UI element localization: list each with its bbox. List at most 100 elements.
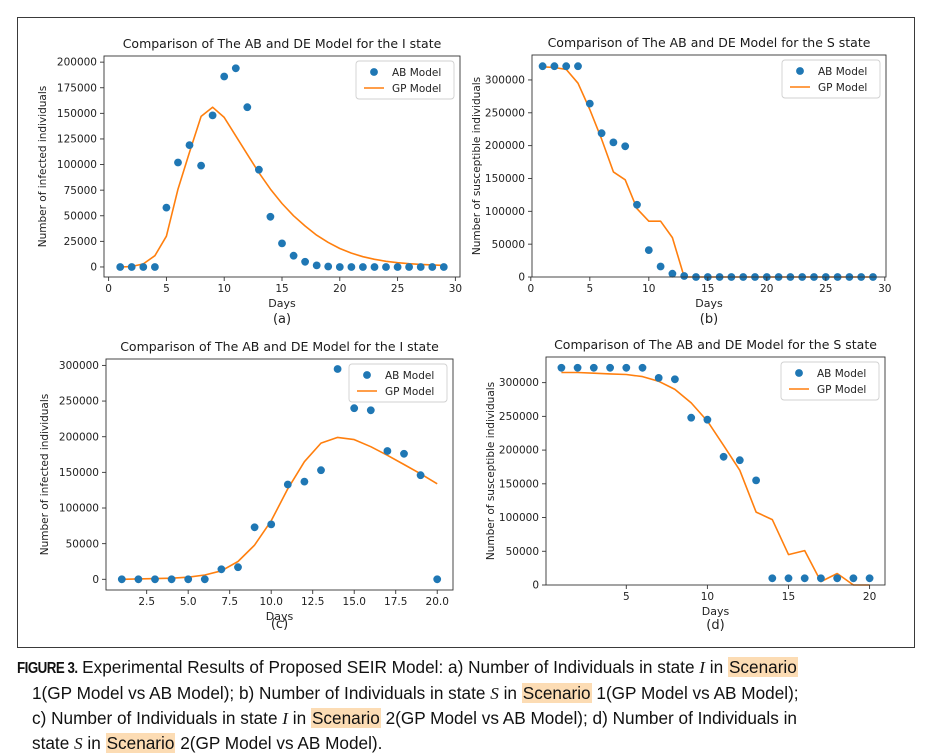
data-point-ab-model: [671, 375, 679, 384]
y-tick-label: 100000: [485, 206, 525, 218]
data-point-ab-model: [703, 415, 712, 424]
data-point-ab-model: [243, 103, 252, 112]
y-tick-label: 200000: [485, 140, 525, 152]
y-tick-label: 150000: [57, 108, 97, 120]
chart-panel-b: Comparison of The AB and DE Model for th…: [471, 35, 892, 327]
x-tick-label: 25: [819, 283, 832, 295]
x-tick-label: 17.5: [384, 596, 407, 608]
data-point-ab-model: [174, 158, 182, 167]
y-tick-label: 200000: [499, 445, 539, 457]
data-point-ab-model: [127, 263, 136, 271]
caption-text: Experimental Results of Proposed SEIR Mo…: [77, 657, 700, 677]
caption-text: 2(GP Model vs AB Model).: [175, 733, 383, 753]
data-point-ab-model: [231, 64, 240, 73]
data-point-ab-model: [317, 466, 325, 475]
series-line-gp-model: [121, 436, 438, 581]
legend-label-gp-model: GP Model: [385, 386, 434, 398]
data-point-ab-model: [574, 62, 582, 71]
x-tick-label: 5: [623, 591, 630, 603]
x-tick-label: 5: [163, 283, 170, 295]
x-tick-label: 12.5: [301, 596, 324, 608]
x-tick-label: 15: [782, 591, 795, 603]
caption-text: in: [498, 683, 522, 703]
y-tick-label: 50000: [66, 538, 99, 550]
data-point-ab-model: [573, 363, 582, 372]
y-tick-label: 0: [532, 580, 539, 592]
data-point-ab-model: [267, 520, 276, 529]
caption-lead: FIGURE 3.: [17, 660, 78, 677]
chart-title: Comparison of The AB and DE Model for th…: [548, 35, 871, 50]
x-tick-label: 10.0: [260, 596, 283, 608]
legend-label-gp-model: GP Model: [817, 384, 866, 396]
data-point-ab-model: [234, 563, 242, 572]
data-point-ab-model: [680, 272, 689, 280]
data-point-ab-model: [217, 565, 226, 574]
data-point-ab-model: [220, 72, 229, 81]
chart-panel-d: Comparison of The AB and DE Model for th…: [485, 337, 886, 633]
panel-label: (b): [700, 312, 718, 327]
y-tick-label: 75000: [64, 185, 97, 197]
data-point-ab-model: [250, 523, 259, 532]
legend-label-gp-model: GP Model: [392, 83, 441, 95]
chart-legend: AB Model GP Model: [781, 59, 881, 99]
data-point-ab-model: [184, 575, 193, 584]
legend-marker-ab-model: [370, 68, 378, 76]
panel-label: (a): [273, 312, 291, 327]
data-point-ab-model: [735, 456, 744, 465]
y-tick-label: 300000: [499, 377, 539, 389]
legend-label-ab-model: AB Model: [385, 370, 434, 382]
y-axis-label: Number of susceptible individuals: [485, 382, 497, 560]
y-tick-label: 50000: [64, 210, 97, 222]
data-point-ab-model: [350, 404, 359, 413]
legend-marker-ab-model: [363, 371, 371, 379]
x-tick-label: 30: [449, 283, 462, 295]
data-point-ab-model: [439, 263, 448, 271]
data-point-ab-model: [638, 363, 647, 372]
data-point-ab-model: [621, 142, 630, 151]
chart-legend: AB Model GP Model: [348, 363, 448, 403]
x-tick-label: 0: [527, 283, 534, 295]
y-tick-label: 300000: [485, 75, 525, 87]
caption-text: 1(GP Model vs AB Model);: [591, 683, 799, 703]
data-point-ab-model: [134, 575, 143, 584]
panel-label: (c): [271, 617, 288, 632]
data-point-ab-model: [151, 575, 159, 584]
caption-highlight: Scenario: [310, 708, 381, 728]
data-point-ab-model: [151, 263, 159, 271]
data-point-ab-model: [768, 574, 777, 583]
figure-charts: Comparison of The AB and DE Model for th…: [37, 35, 892, 633]
data-point-ab-model: [622, 363, 631, 372]
legend-label-ab-model: AB Model: [818, 66, 867, 78]
x-tick-label: 20: [863, 591, 876, 603]
caption-line-4: state S in Scenario 2(GP Model vs AB Mod…: [17, 731, 922, 756]
data-point-ab-model: [347, 263, 356, 271]
y-tick-label: 250000: [59, 396, 99, 408]
caption-line-1: FIGURE 3. Experimental Results of Propos…: [17, 655, 922, 681]
data-point-ab-model: [255, 165, 263, 174]
figure-caption: FIGURE 3. Experimental Results of Propos…: [17, 655, 922, 756]
chart-legend: AB Model GP Model: [355, 60, 455, 100]
caption-text: c) Number of Individuals in state: [32, 708, 283, 728]
plot-area-frame: [105, 358, 454, 591]
y-tick-label: 0: [92, 574, 99, 586]
chart-panel-c: Comparison of The AB and DE Model for th…: [39, 339, 454, 632]
y-tick-label: 100000: [499, 512, 539, 524]
x-tick-label: 15: [701, 283, 714, 295]
data-point-ab-model: [849, 574, 858, 583]
x-tick-label: 20: [333, 283, 346, 295]
y-tick-label: 200000: [59, 431, 99, 443]
data-point-ab-model: [335, 263, 344, 271]
y-axis-label: Number of infected individuals: [37, 86, 49, 247]
data-point-ab-model: [562, 62, 571, 71]
data-point-ab-model: [266, 212, 275, 221]
y-tick-label: 0: [90, 262, 97, 274]
x-tick-label: 25: [391, 283, 404, 295]
y-tick-label: 200000: [57, 57, 97, 69]
x-tick-label: 30: [878, 283, 891, 295]
data-point-ab-model: [359, 263, 367, 271]
data-point-ab-model: [162, 203, 171, 212]
data-point-ab-model: [833, 574, 842, 583]
caption-highlight: Scenario: [105, 733, 176, 753]
data-point-ab-model: [139, 263, 148, 271]
caption-state: I: [699, 658, 706, 677]
